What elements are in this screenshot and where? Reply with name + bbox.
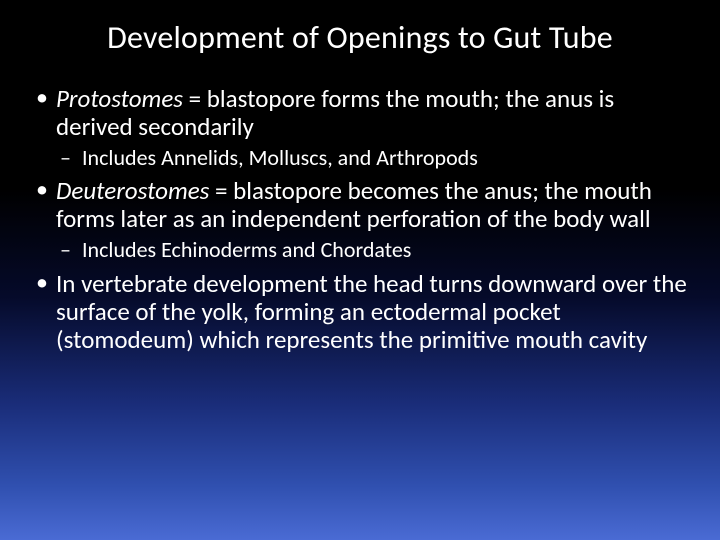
sub-item: Includes Echinoderms and Chordates	[56, 237, 690, 263]
plain-text: In vertebrate development the head turns…	[56, 268, 687, 355]
bullet-item: In vertebrate development the head turns…	[30, 270, 690, 354]
bullet-list: Protostomes = blastopore forms the mouth…	[30, 85, 690, 354]
bullet-item: Protostomes = blastopore forms the mouth…	[30, 85, 690, 171]
sub-list: Includes Echinoderms and Chordates	[56, 237, 690, 263]
term-italic: Protostomes	[56, 83, 183, 114]
sub-list: Includes Annelids, Molluscs, and Arthrop…	[56, 145, 690, 171]
slide-title: Development of Openings to Gut Tube	[30, 18, 690, 57]
sub-item: Includes Annelids, Molluscs, and Arthrop…	[56, 145, 690, 171]
bullet-item: Deuterostomes = blastopore becomes the a…	[30, 177, 690, 263]
term-italic: Deuterostomes	[56, 175, 209, 206]
